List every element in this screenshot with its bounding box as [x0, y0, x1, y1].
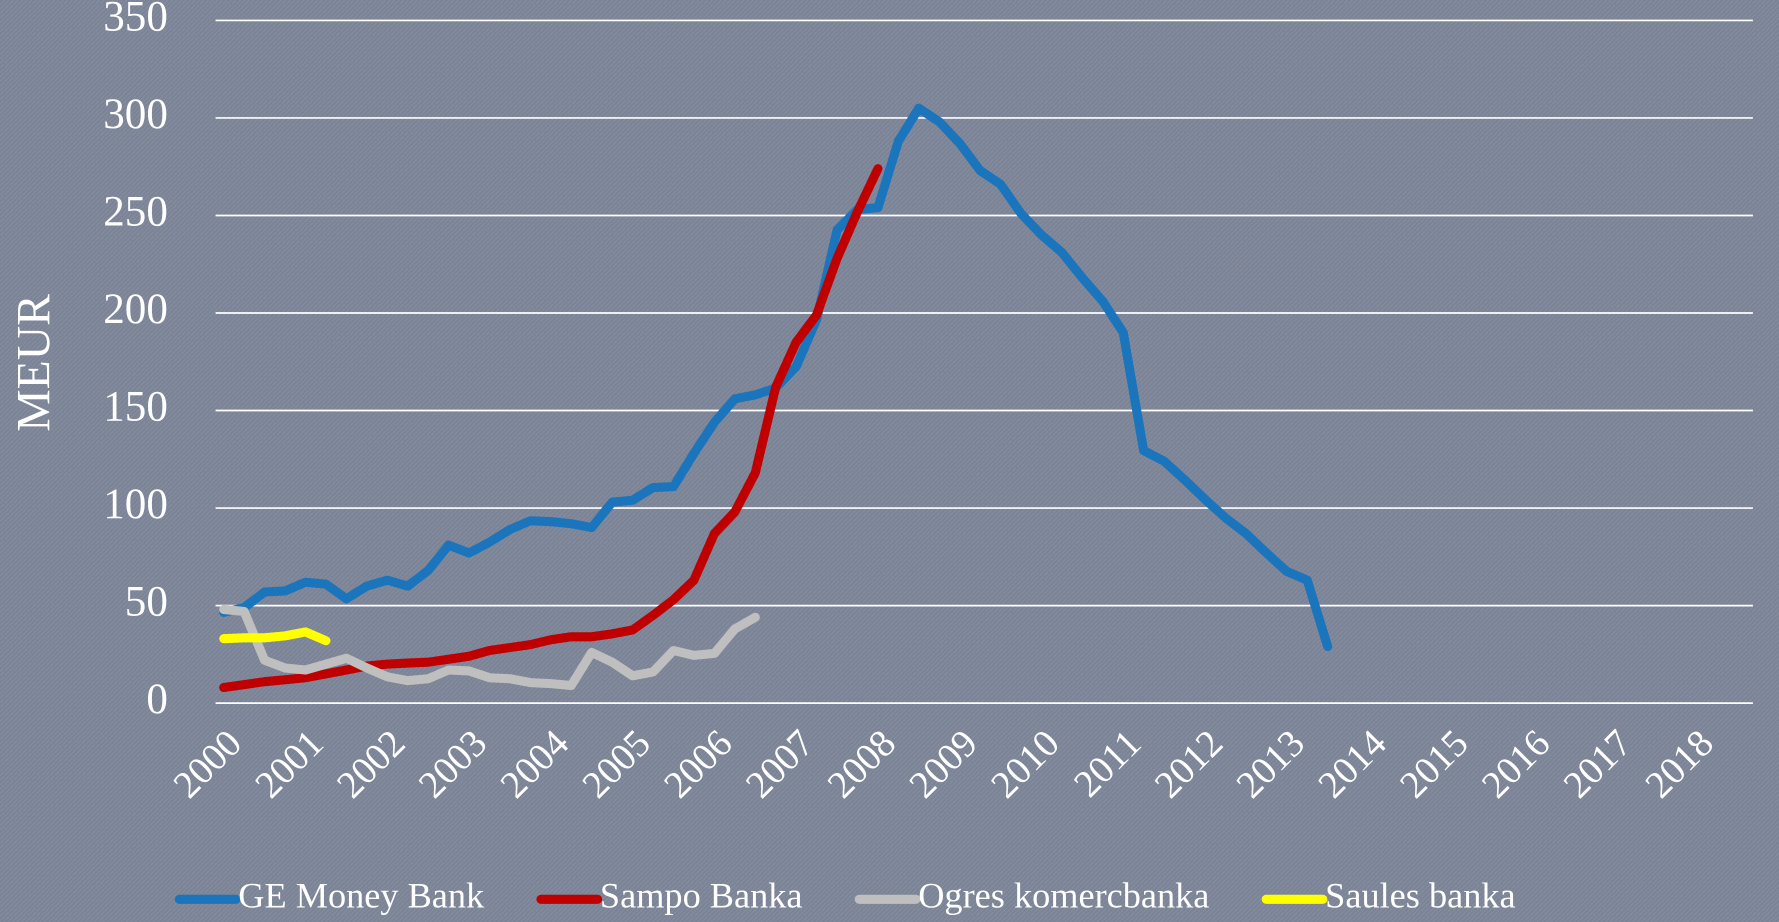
y-tick-label: 50 [125, 578, 168, 625]
legend-label: Ogres komercbanka [918, 876, 1209, 916]
series-line [219, 164, 883, 693]
series-line [219, 604, 760, 691]
legend-label: Sampo Banka [600, 876, 803, 916]
legend-label: GE Money Bank [238, 876, 485, 916]
y-tick-label: 350 [103, 0, 168, 40]
y-tick-label: 200 [103, 286, 168, 333]
y-tick-label: 0 [146, 676, 168, 723]
y-tick-label: 150 [103, 383, 168, 430]
y-axis-label: MEUR [9, 294, 61, 432]
legend-label: Saules banka [1325, 876, 1515, 916]
y-tick-label: 300 [103, 91, 168, 138]
y-tick-label: 100 [103, 481, 168, 528]
y-tick-label: 250 [103, 188, 168, 235]
series-line [219, 627, 331, 646]
